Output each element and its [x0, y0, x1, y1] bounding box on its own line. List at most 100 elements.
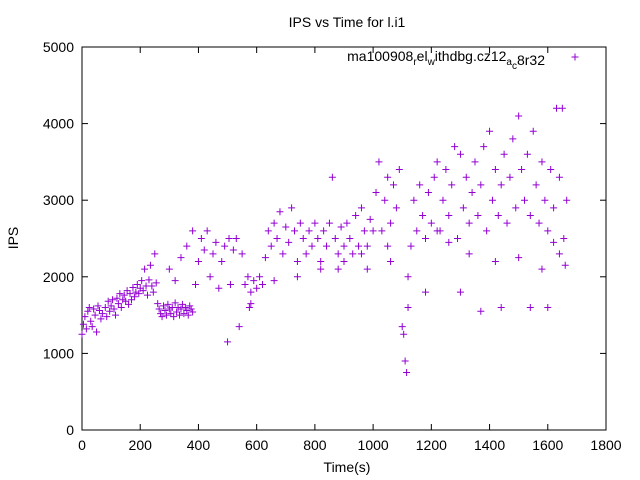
data-point — [555, 173, 563, 181]
data-point — [245, 303, 253, 311]
data-point — [422, 235, 430, 242]
data-point — [113, 294, 121, 302]
data-point — [500, 150, 508, 158]
data-point — [448, 181, 456, 189]
data-point — [279, 250, 287, 258]
data-point — [148, 282, 156, 290]
data-point — [550, 204, 558, 212]
data-point — [422, 288, 430, 296]
data-point — [349, 250, 357, 258]
data-point — [494, 212, 502, 220]
data-point — [261, 254, 269, 262]
data-point — [369, 227, 377, 235]
data-point — [357, 204, 365, 212]
data-point — [276, 208, 284, 216]
data-point — [491, 257, 499, 265]
data-point — [110, 305, 118, 313]
data-point — [363, 242, 371, 250]
data-point — [302, 250, 310, 258]
data-point — [403, 369, 411, 377]
data-point — [413, 227, 421, 235]
x-tick-label: 400 — [187, 437, 211, 453]
data-point — [256, 273, 264, 281]
data-point — [171, 277, 179, 285]
data-point — [526, 212, 534, 220]
data-point — [544, 227, 552, 235]
data-point — [101, 303, 109, 311]
y-tick-label: 4000 — [43, 116, 74, 132]
data-point — [225, 235, 233, 242]
data-point — [78, 330, 86, 338]
data-point — [340, 242, 348, 250]
data-point — [151, 250, 159, 258]
data-point — [123, 287, 131, 295]
data-point — [176, 311, 184, 319]
data-point — [120, 291, 128, 299]
data-point — [520, 196, 528, 204]
data-point — [506, 173, 514, 181]
data-point — [320, 227, 328, 235]
data-point — [497, 303, 505, 311]
data-point — [529, 127, 537, 135]
data-point — [154, 300, 162, 308]
data-point — [183, 307, 191, 315]
data-point — [111, 311, 119, 319]
data-point — [387, 219, 395, 227]
data-point — [149, 288, 157, 296]
data-point — [372, 189, 380, 197]
data-point — [104, 297, 112, 305]
data-point — [109, 296, 117, 304]
y-tick-label: 0 — [66, 422, 74, 438]
data-point — [177, 305, 185, 313]
data-point — [401, 357, 409, 365]
data-point — [378, 227, 386, 235]
data-point — [416, 181, 424, 189]
data-point — [459, 204, 467, 212]
data-point — [334, 250, 342, 258]
data-point — [331, 235, 339, 242]
data-point — [395, 166, 403, 174]
data-point — [433, 227, 441, 235]
data-point — [285, 238, 293, 246]
data-point — [215, 284, 223, 292]
data-point — [85, 303, 93, 311]
data-point — [247, 300, 255, 308]
data-point — [456, 150, 464, 158]
data-point — [291, 227, 299, 235]
data-point — [127, 296, 135, 304]
data-point — [363, 265, 371, 273]
data-point — [270, 277, 278, 285]
legend: ma100908relwithdbg.cz12ac8r32 — [347, 48, 579, 72]
data-point — [360, 227, 368, 235]
data-point — [241, 280, 249, 288]
x-tick-label: 0 — [78, 437, 86, 453]
data-point — [192, 280, 200, 288]
data-point — [87, 317, 95, 325]
data-point — [155, 305, 163, 313]
x-axis: 0 200 400 600 800 1000 1200 1400 1600 1800 — [78, 47, 622, 453]
data-point — [173, 308, 181, 316]
data-point — [160, 302, 168, 310]
data-point — [404, 273, 412, 281]
data-point — [343, 219, 351, 227]
data-point — [547, 166, 555, 174]
data-point — [355, 242, 363, 250]
data-point — [337, 223, 345, 231]
data-point — [389, 181, 397, 189]
data-point — [477, 181, 485, 189]
y-tick-label: 5000 — [43, 39, 74, 55]
y-axis-label: IPS — [5, 227, 21, 250]
data-point — [177, 254, 185, 262]
data-point — [117, 303, 125, 311]
data-point — [299, 235, 307, 242]
data-point — [132, 288, 140, 296]
data-point — [244, 273, 252, 281]
data-point — [334, 265, 342, 273]
data-point — [200, 246, 208, 254]
data-point — [187, 305, 195, 313]
data-point — [509, 135, 517, 143]
data-point — [161, 307, 169, 315]
data-point — [212, 238, 220, 246]
data-point — [129, 284, 137, 292]
data-point — [203, 227, 211, 235]
